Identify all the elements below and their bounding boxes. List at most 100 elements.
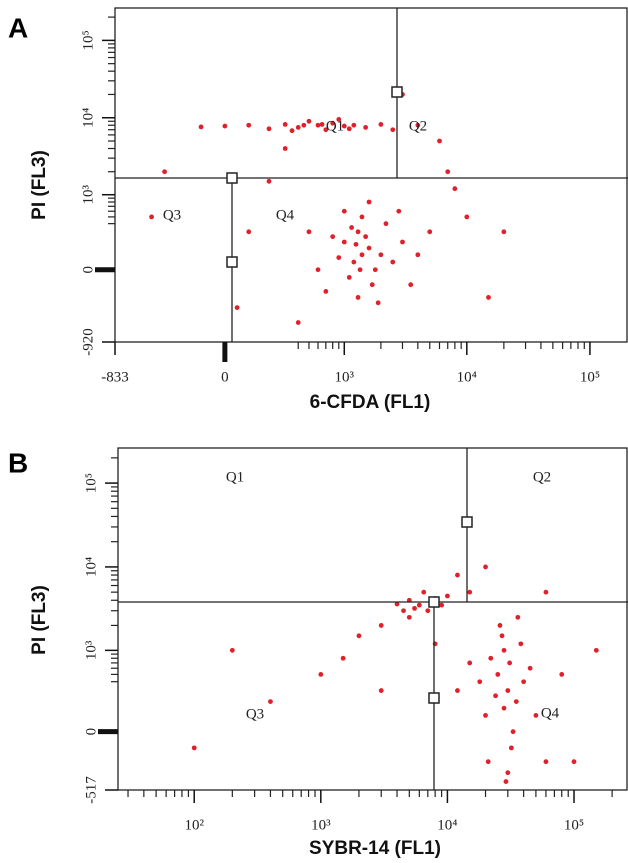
event-dot: [437, 138, 442, 144]
event-dot: [282, 146, 288, 151]
gate-handle: [428, 596, 440, 608]
event-dot: [501, 705, 507, 711]
event-dot: [390, 259, 396, 265]
event-dot: [394, 601, 400, 607]
event-dot: [415, 122, 421, 128]
quadrant-label: Q4: [541, 705, 560, 721]
x-tick-label: 10⁴: [457, 369, 477, 385]
gates: Q1 Q2 Q3 Q4 Q1 Q2 Q3 Q4: [115, 8, 628, 790]
x-tick-label: -833: [101, 369, 129, 385]
event-dot: [508, 745, 514, 751]
y-tick-label: -920: [80, 328, 96, 356]
y-tick-label: 10⁵: [80, 30, 96, 50]
event-dot: [533, 713, 539, 718]
y-tick-label: 10⁴: [80, 108, 96, 128]
event-dot: [390, 127, 396, 133]
event-dot: [425, 608, 431, 614]
gate-handle: [428, 692, 440, 704]
event-dot: [268, 699, 273, 705]
event-dot: [378, 122, 384, 127]
event-dot: [149, 214, 154, 220]
event-dot: [356, 633, 362, 639]
event-dot: [543, 759, 549, 765]
event-dot: [351, 259, 357, 265]
event-dot: [349, 225, 355, 230]
event-dot: [501, 647, 507, 653]
x-tick-label: 10³: [311, 817, 331, 833]
event-dot: [340, 655, 346, 661]
event-dot: [521, 679, 527, 685]
event-dot: [369, 282, 375, 288]
event-dot: [505, 770, 511, 776]
event-dot: [353, 241, 359, 247]
event-dot: [346, 126, 352, 132]
event-dot: [513, 699, 519, 705]
event-dot: [191, 745, 197, 751]
event-dot: [412, 605, 417, 611]
quadrant-label: Q4: [276, 207, 295, 223]
event-dot: [445, 593, 450, 599]
y-tick-label: 10⁵: [83, 473, 99, 493]
event-dot: [467, 589, 473, 595]
event-dot: [527, 665, 533, 671]
event-dot: [427, 229, 433, 235]
event-dot: [295, 124, 301, 130]
event-dot: [499, 633, 505, 639]
panel-letter: B: [8, 447, 28, 478]
gate-handle: [226, 172, 238, 184]
plot-frame: [114, 7, 628, 343]
event-dot: [289, 128, 295, 134]
plot-frame: [117, 447, 628, 791]
event-dot: [378, 623, 384, 628]
event-dot: [359, 214, 365, 220]
gate-handle: [391, 86, 403, 98]
quadrant-label: Q3: [246, 706, 264, 722]
event-dot: [336, 117, 342, 122]
quadrant-label: Q2: [409, 118, 427, 134]
event-dot: [330, 120, 336, 126]
event-dot: [222, 123, 228, 129]
event-dot: [359, 252, 365, 258]
event-dot: [378, 688, 384, 693]
event-dot: [346, 274, 352, 280]
event-dot: [416, 602, 422, 608]
event-dot: [306, 118, 312, 124]
x-tick-label: 10⁴: [437, 817, 457, 833]
event-dot: [495, 672, 501, 677]
event-dot: [477, 679, 483, 685]
event-dot: [318, 672, 324, 677]
event-dot: [366, 245, 372, 251]
x-tick-label: 0: [221, 369, 229, 385]
event-dot: [234, 305, 240, 311]
event-dot: [455, 688, 460, 693]
y-axis-label: PI (FL3): [29, 585, 50, 655]
gate-handle: [226, 256, 238, 268]
event-dot: [445, 169, 451, 175]
event-dot: [400, 239, 405, 245]
event-dot: [507, 660, 513, 666]
event-dot: [408, 282, 414, 288]
event-dot: [246, 122, 252, 128]
event-dot: [372, 267, 378, 273]
event-dot: [315, 267, 321, 273]
event-dot: [406, 614, 412, 620]
event-dot: [301, 122, 307, 128]
event-dot: [464, 214, 470, 220]
event-dot: [515, 614, 521, 620]
event-dot: [162, 169, 167, 175]
x-tick-label: 10²: [184, 817, 204, 833]
event-dot: [497, 623, 503, 628]
event-dot: [378, 252, 384, 258]
event-dot: [383, 221, 389, 227]
event-dot: [366, 199, 372, 205]
event-dot: [341, 208, 347, 214]
event-dot: [455, 572, 460, 578]
event-dot: [229, 647, 235, 653]
event-dot: [341, 123, 347, 129]
event-dot: [421, 589, 427, 595]
event-dot: [315, 122, 321, 128]
quadrant-label: Q1: [326, 118, 344, 134]
panel-letter: A: [8, 12, 28, 43]
event-dot: [503, 779, 509, 784]
